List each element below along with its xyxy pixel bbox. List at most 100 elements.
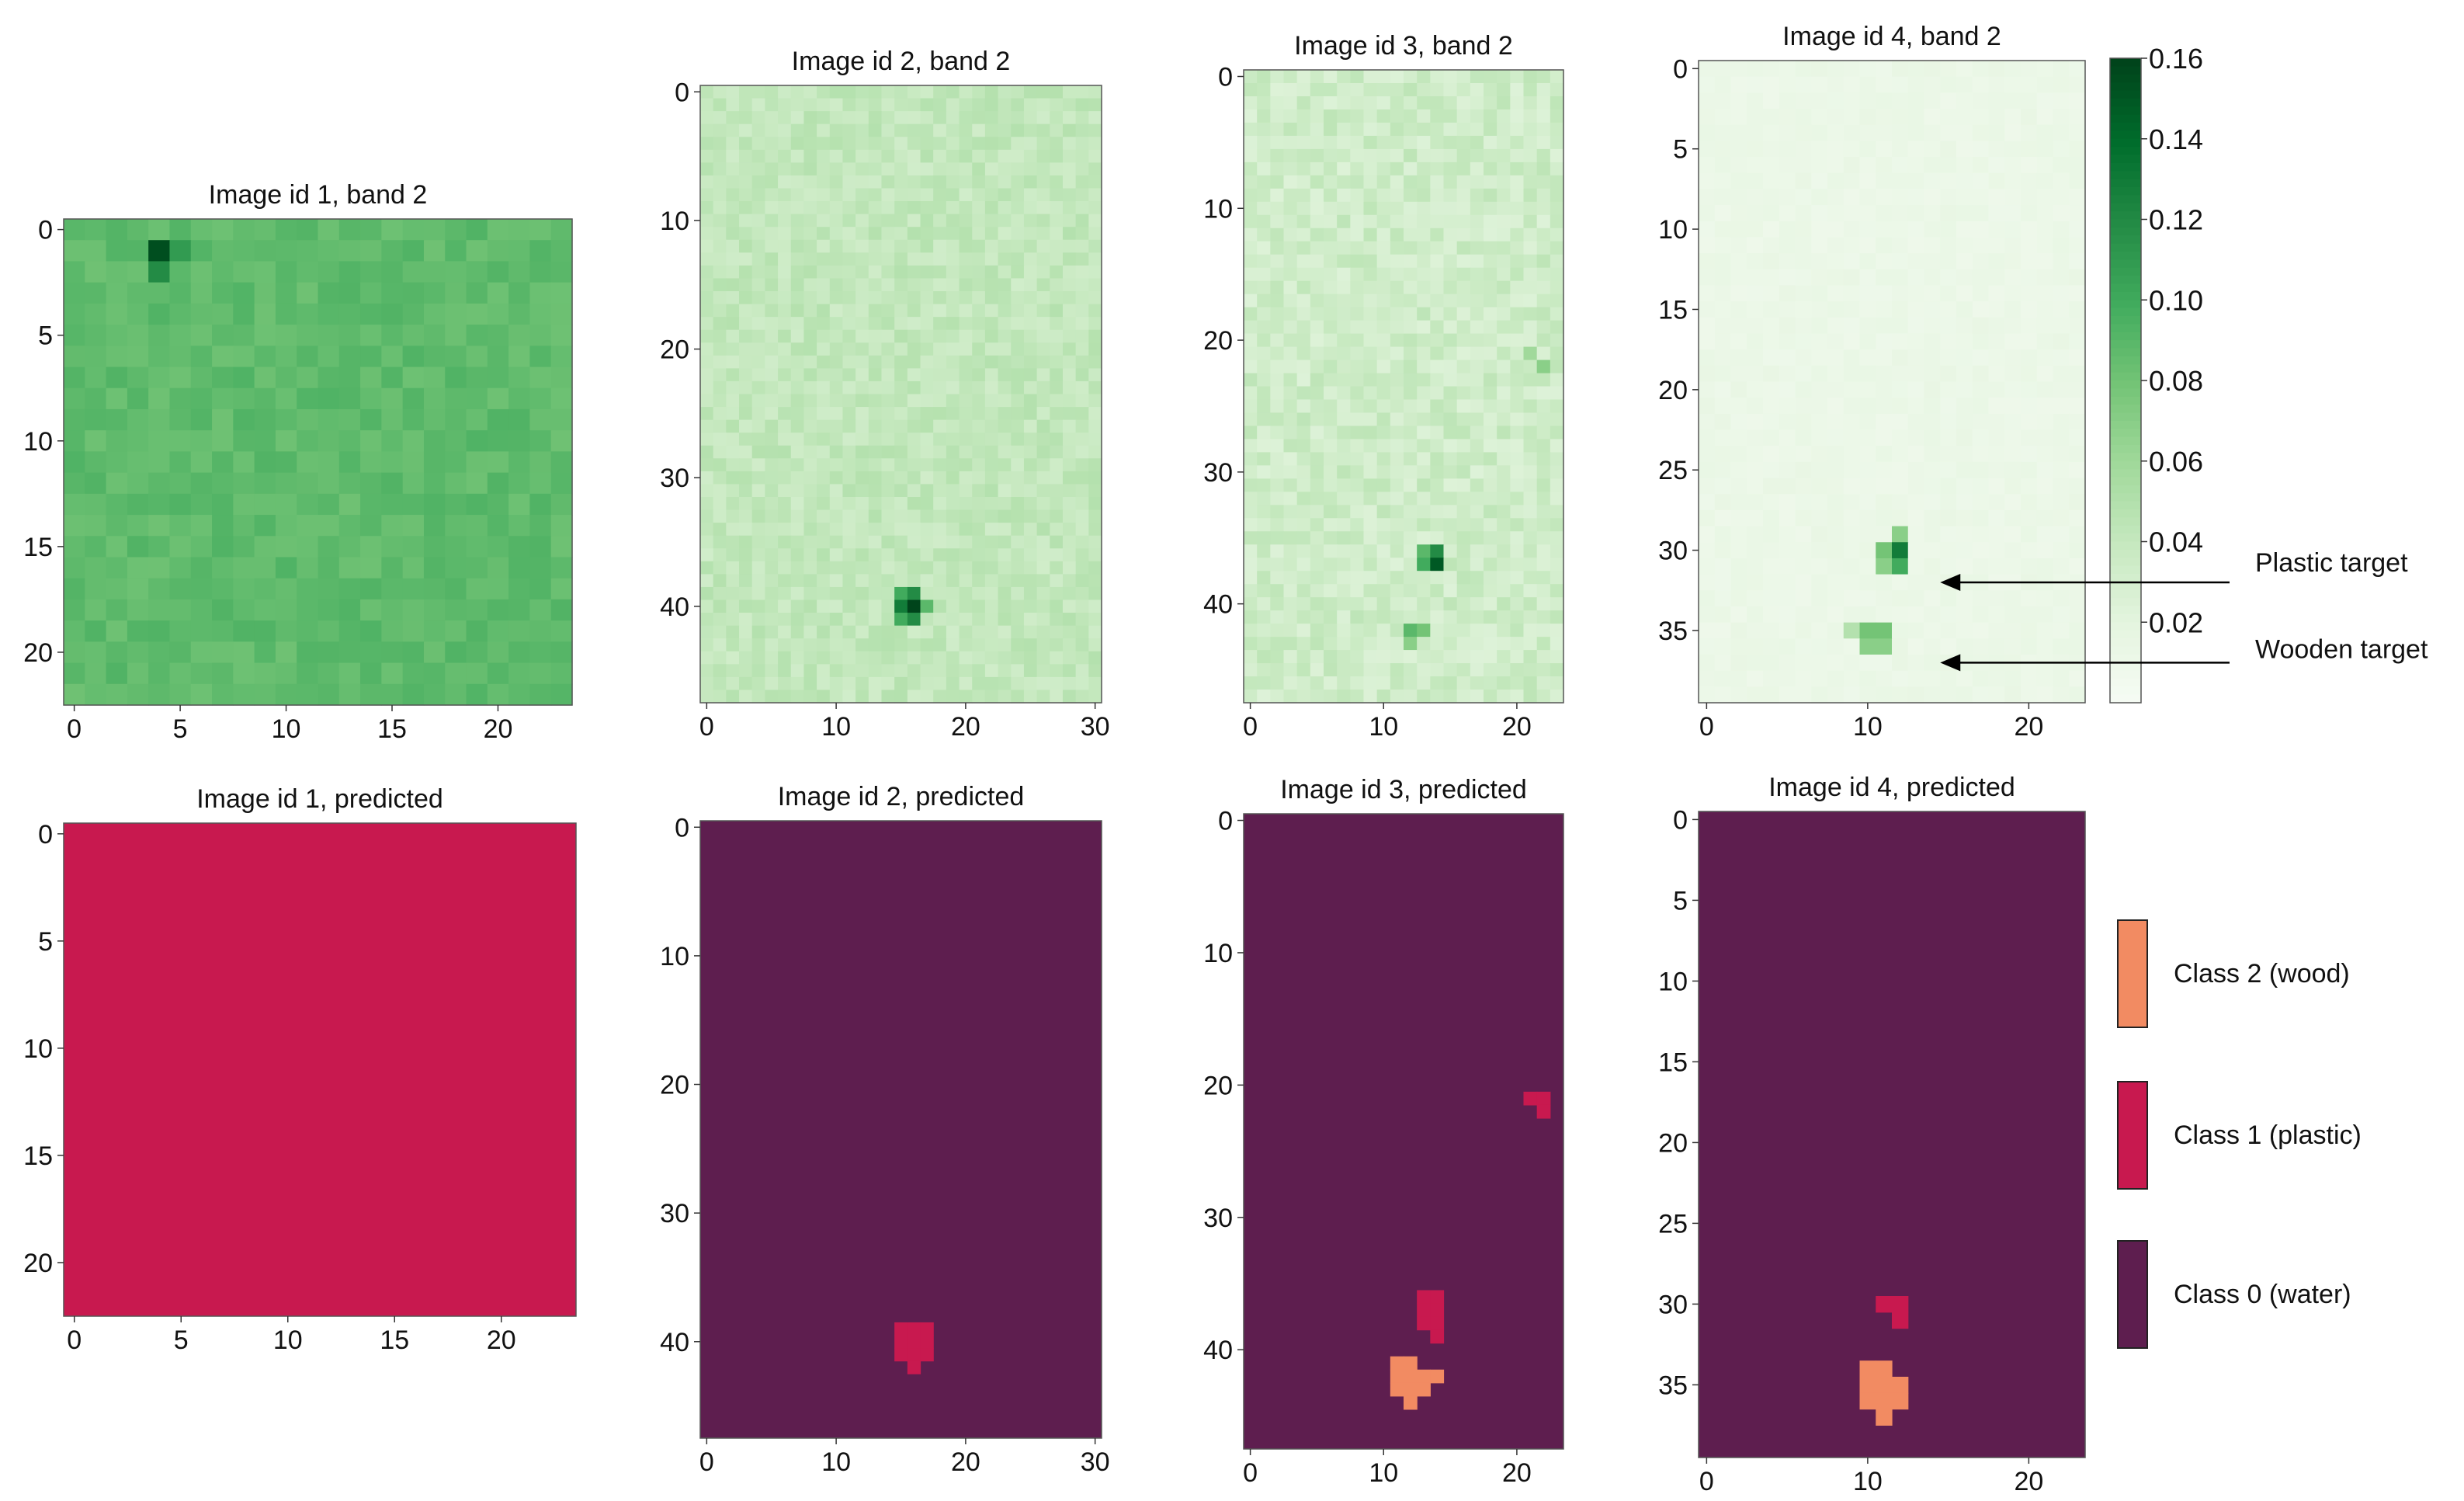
heatmap-cell	[1988, 478, 2005, 495]
heatmap-cell	[803, 484, 817, 498]
heatmap-cell	[1050, 239, 1064, 253]
heatmap-cell	[1404, 465, 1418, 479]
heatmap-cell	[1036, 342, 1050, 356]
heatmap-cell	[1270, 201, 1285, 216]
heatmap-cell	[1763, 333, 1780, 350]
heatmap-cell	[739, 342, 753, 356]
heatmap-cell	[1747, 509, 1764, 527]
heatmap-cell	[1940, 638, 1957, 655]
heatmap-cell	[1497, 571, 1511, 585]
heatmap-cell	[1270, 320, 1285, 335]
heatmap-cell	[1283, 505, 1298, 519]
heatmap-cell	[169, 683, 192, 706]
heatmap-cell	[713, 123, 727, 137]
heatmap-cell	[1550, 584, 1564, 598]
heatmap-cell	[765, 239, 779, 253]
heatmap-cell	[2069, 349, 2086, 367]
heatmap-cell	[1470, 333, 1484, 348]
heatmap-cell	[148, 282, 171, 304]
heatmap-cell	[1714, 590, 1732, 607]
heatmap-cell	[726, 548, 740, 562]
heatmap-cell	[1550, 399, 1564, 414]
panel-title: Image id 3, band 2	[1294, 31, 1513, 61]
heatmap-cell	[1876, 542, 1893, 559]
heatmap-cell	[1363, 558, 1378, 572]
heatmap-cell	[1876, 478, 1893, 495]
heatmap-cell	[169, 493, 192, 516]
heatmap-cell	[700, 368, 714, 382]
heatmap-cell	[381, 557, 404, 579]
heatmap-cell	[1859, 124, 1876, 141]
heatmap-cell	[1876, 494, 1893, 511]
heatmap-cell	[1456, 70, 1471, 84]
heatmap-cell	[907, 509, 921, 523]
heatmap-cell	[1011, 548, 1025, 562]
heatmap-cell	[881, 252, 895, 266]
y-tick-label: 0	[675, 813, 689, 843]
heatmap-cell	[803, 188, 817, 202]
heatmap-cell	[1456, 426, 1471, 440]
heatmap-cell	[1747, 478, 1764, 495]
heatmap-cell	[1363, 70, 1378, 84]
heatmap-cell	[1795, 349, 1812, 367]
heatmap-cell	[64, 346, 85, 368]
heatmap-cell	[1470, 676, 1484, 690]
heatmap-cell	[1827, 237, 1845, 254]
heatmap-cell	[1747, 317, 1764, 335]
heatmap-cell	[1011, 523, 1025, 537]
class-cell	[894, 1348, 908, 1362]
heatmap-cell	[1510, 571, 1525, 585]
heatmap-cell	[1470, 663, 1484, 677]
heatmap-cell	[1972, 349, 1990, 367]
heatmap-cell	[508, 515, 531, 537]
heatmap-cell	[868, 123, 883, 137]
y-tick-label: 5	[1673, 135, 1688, 165]
heatmap-cell	[1523, 148, 1538, 163]
y-tick-label: 40	[660, 592, 689, 622]
heatmap-cell	[1337, 188, 1351, 203]
heatmap-cell	[1699, 574, 1716, 591]
heatmap-cell	[1050, 162, 1064, 176]
heatmap-cell	[713, 651, 727, 665]
heatmap-cell	[529, 641, 552, 664]
heatmap-cell	[1523, 690, 1538, 704]
heatmap-cell	[1763, 157, 1780, 174]
heatmap-cell	[1843, 413, 1861, 431]
heatmap-cell	[907, 484, 921, 498]
heatmap-cell	[907, 574, 921, 588]
heatmap-cell	[1988, 670, 2005, 687]
heatmap-cell	[1270, 676, 1285, 690]
heatmap-cell	[1763, 349, 1780, 367]
heatmap-cell	[946, 523, 960, 537]
heatmap-cell	[1257, 360, 1271, 374]
heatmap-cell	[1244, 399, 1258, 414]
heatmap-cell	[1456, 505, 1471, 519]
heatmap-cell	[1257, 109, 1271, 123]
heatmap-cell	[1699, 301, 1716, 318]
heatmap-cell	[842, 586, 856, 601]
heatmap-cell	[1497, 294, 1511, 308]
heatmap-cell	[1470, 518, 1484, 532]
heatmap-cell	[1050, 355, 1064, 369]
heatmap-cell	[360, 472, 382, 495]
heatmap-cell	[713, 85, 727, 99]
heatmap-cell	[868, 355, 883, 369]
heatmap-cell	[1036, 523, 1050, 537]
heatmap-cell	[1907, 606, 1925, 624]
heatmap-cell	[466, 430, 488, 452]
heatmap-cell	[254, 261, 276, 283]
heatmap-cell	[946, 329, 960, 343]
heatmap-cell	[959, 509, 973, 523]
heatmap-cell	[1050, 664, 1064, 678]
heatmap-cell	[842, 98, 856, 112]
heatmap-cell	[1050, 445, 1064, 459]
heatmap-cell	[1296, 241, 1311, 255]
heatmap-cell	[1470, 109, 1484, 123]
heatmap-cell	[1536, 96, 1551, 110]
heatmap-cell	[842, 252, 856, 266]
heatmap-cell	[1779, 509, 1796, 527]
heatmap-cell	[881, 586, 895, 601]
heatmap-cell	[1811, 172, 1828, 189]
heatmap-cell	[381, 662, 404, 685]
heatmap-cell	[1337, 307, 1351, 321]
